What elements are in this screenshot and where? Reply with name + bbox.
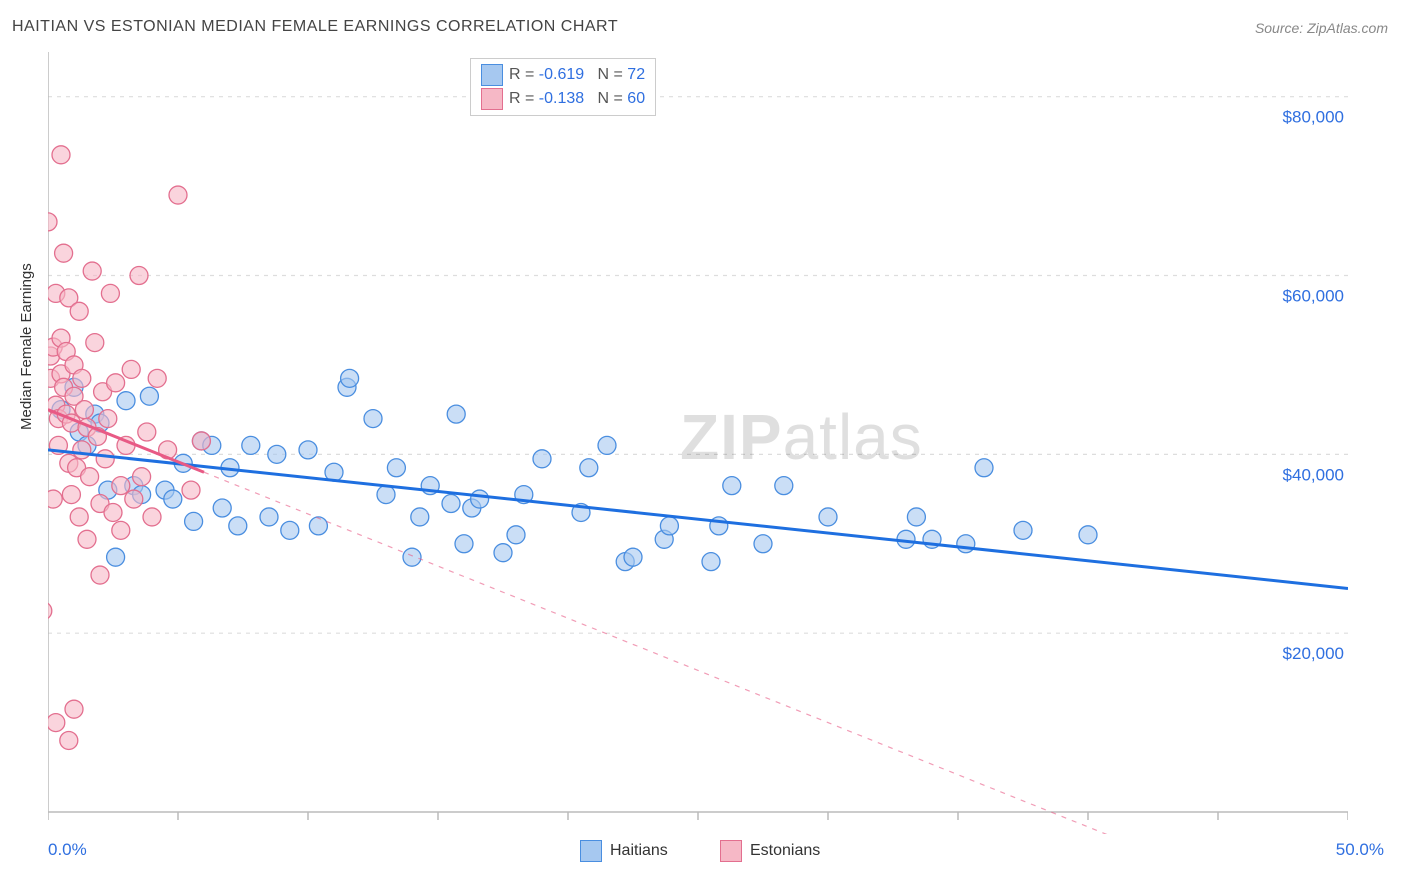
x-axis-max-label: 50.0%: [1336, 840, 1384, 860]
series-legend-estonians: Estonians: [720, 840, 820, 862]
y-axis-label: Median Female Earnings: [18, 263, 35, 430]
scatter-chart: $20,000 $40,000 $60,000 $80,000: [48, 52, 1348, 834]
svg-text:$40,000: $40,000: [1283, 465, 1344, 484]
chart-title: HAITIAN VS ESTONIAN MEDIAN FEMALE EARNIN…: [12, 18, 618, 36]
svg-text:$80,000: $80,000: [1283, 108, 1344, 127]
series-haitians: [52, 369, 1097, 570]
svg-text:$20,000: $20,000: [1283, 644, 1344, 663]
svg-text:$60,000: $60,000: [1283, 287, 1344, 306]
legend-text: R = -0.138 N = 60: [509, 87, 645, 111]
correlation-legend: R = -0.619 N = 72R = -0.138 N = 60: [470, 58, 656, 116]
series-legend-haitians: Haitians: [580, 840, 668, 862]
legend-swatch: [720, 840, 742, 862]
legend-row: R = -0.138 N = 60: [481, 87, 645, 111]
legend-text: R = -0.619 N = 72: [509, 63, 645, 87]
x-axis-min-label: 0.0%: [48, 840, 87, 860]
series-estonians: [48, 146, 210, 750]
legend-swatch: [481, 64, 503, 86]
legend-swatch: [580, 840, 602, 862]
legend-swatch: [481, 88, 503, 110]
legend-row: R = -0.619 N = 72: [481, 63, 645, 87]
legend-label: Estonians: [750, 842, 820, 860]
legend-label: Haitians: [610, 842, 668, 860]
source-attribution: Source: ZipAtlas.com: [1255, 20, 1388, 36]
